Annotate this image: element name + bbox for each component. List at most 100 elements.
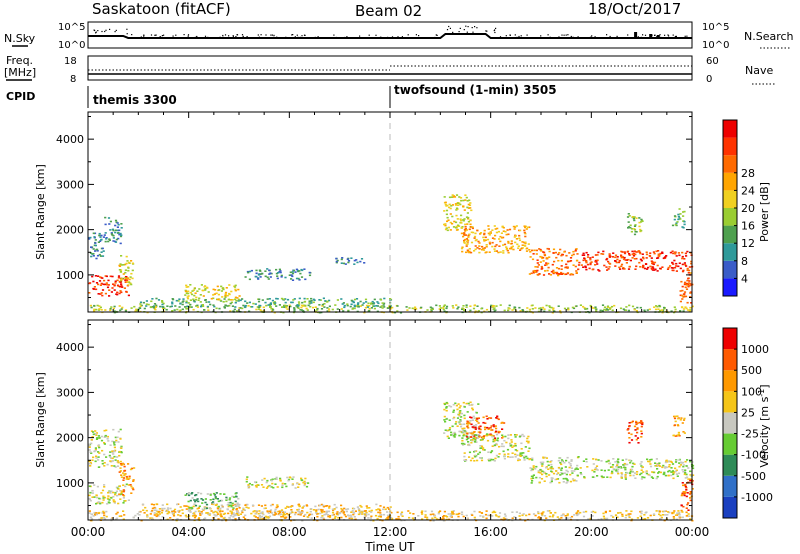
data-cell (583, 477, 586, 479)
data-cell (124, 281, 127, 283)
data-cell (633, 472, 637, 474)
data-cell (513, 236, 516, 238)
data-cell (560, 469, 563, 471)
data-cell (597, 459, 600, 461)
data-cell (279, 270, 282, 272)
data-cell (467, 203, 470, 206)
data-cell (379, 505, 382, 507)
data-cell (498, 245, 501, 247)
data-cell (518, 234, 521, 237)
data-cell (559, 457, 562, 459)
data-cell (118, 493, 121, 495)
data-cell (656, 257, 659, 259)
data-cell (566, 456, 569, 459)
data-cell (113, 310, 116, 312)
data-cell (635, 257, 638, 260)
data-cell (530, 272, 533, 275)
data-cell (99, 236, 102, 238)
nsearch-point (333, 34, 335, 36)
velocity-colorbar-tick: 1000 (741, 343, 769, 356)
data-cell (458, 423, 462, 425)
data-cell (545, 262, 548, 264)
nsearch-point (471, 27, 473, 29)
data-cell (656, 305, 659, 308)
data-cell (494, 431, 497, 434)
data-cell (628, 254, 631, 256)
data-cell (149, 306, 152, 309)
data-cell (448, 203, 451, 206)
data-cell (688, 269, 691, 272)
colorbar-swatch (723, 155, 737, 173)
data-cell (503, 453, 506, 456)
data-cell (370, 515, 373, 518)
data-cell (94, 448, 97, 451)
data-cell (474, 248, 477, 251)
data-cell (687, 284, 690, 286)
data-cell (487, 514, 490, 517)
data-cell (298, 303, 301, 305)
data-cell (108, 238, 111, 240)
data-cell (585, 261, 588, 264)
data-cell (614, 254, 618, 257)
data-cell (689, 497, 692, 499)
data-cell (420, 511, 423, 514)
data-cell (278, 511, 282, 514)
data-cell (658, 465, 662, 467)
data-cell (300, 276, 304, 278)
data-cell (268, 273, 271, 275)
data-cell (617, 461, 620, 464)
nsearch-point (474, 26, 476, 28)
nsearch-point (577, 36, 579, 38)
data-cell (275, 297, 278, 300)
data-cell (379, 306, 382, 308)
data-cell (673, 259, 676, 262)
nsearch-point (154, 34, 156, 36)
data-cell (234, 514, 237, 516)
data-cell (281, 484, 284, 487)
data-cell (619, 307, 623, 310)
data-cell (516, 243, 519, 246)
data-cell (123, 465, 126, 468)
data-cell (476, 459, 479, 462)
data-cell (492, 308, 495, 310)
data-cell (474, 439, 477, 441)
data-cell (514, 434, 517, 436)
data-cell (573, 479, 576, 482)
data-cell (476, 420, 479, 423)
data-cell (684, 469, 687, 471)
data-cell (321, 509, 324, 511)
data-cell (117, 276, 120, 279)
data-cell (535, 476, 538, 479)
data-cell (542, 260, 545, 262)
data-cell (450, 434, 453, 436)
velocity-colorbar-tick: 100 (741, 385, 762, 398)
nsearch-point (518, 35, 520, 38)
data-cell (660, 309, 663, 311)
data-cell (346, 508, 350, 510)
data-cell (114, 282, 117, 284)
data-cell (473, 510, 476, 513)
data-cell (97, 275, 100, 277)
data-cell (124, 271, 127, 274)
data-cell (396, 310, 399, 312)
velocity-colorbar-label: Velocity [m s-1] (757, 384, 771, 467)
nsearch-point (242, 35, 244, 37)
data-cell (467, 220, 470, 223)
data-cell (606, 476, 609, 478)
data-cell (452, 510, 455, 512)
data-cell (652, 267, 655, 269)
data-cell (238, 307, 241, 309)
nsky-tick-low: 10^0 (58, 40, 85, 51)
nsearch-point (494, 29, 496, 31)
data-cell (306, 505, 309, 507)
data-cell (127, 478, 130, 480)
data-cell (355, 259, 358, 261)
data-cell (376, 305, 379, 307)
data-cell (567, 260, 570, 263)
nsearch-bar (634, 32, 638, 38)
data-cell (188, 507, 191, 509)
data-cell (625, 458, 628, 461)
data-cell (122, 494, 125, 496)
data-cell (246, 503, 249, 506)
data-cell (114, 241, 118, 243)
